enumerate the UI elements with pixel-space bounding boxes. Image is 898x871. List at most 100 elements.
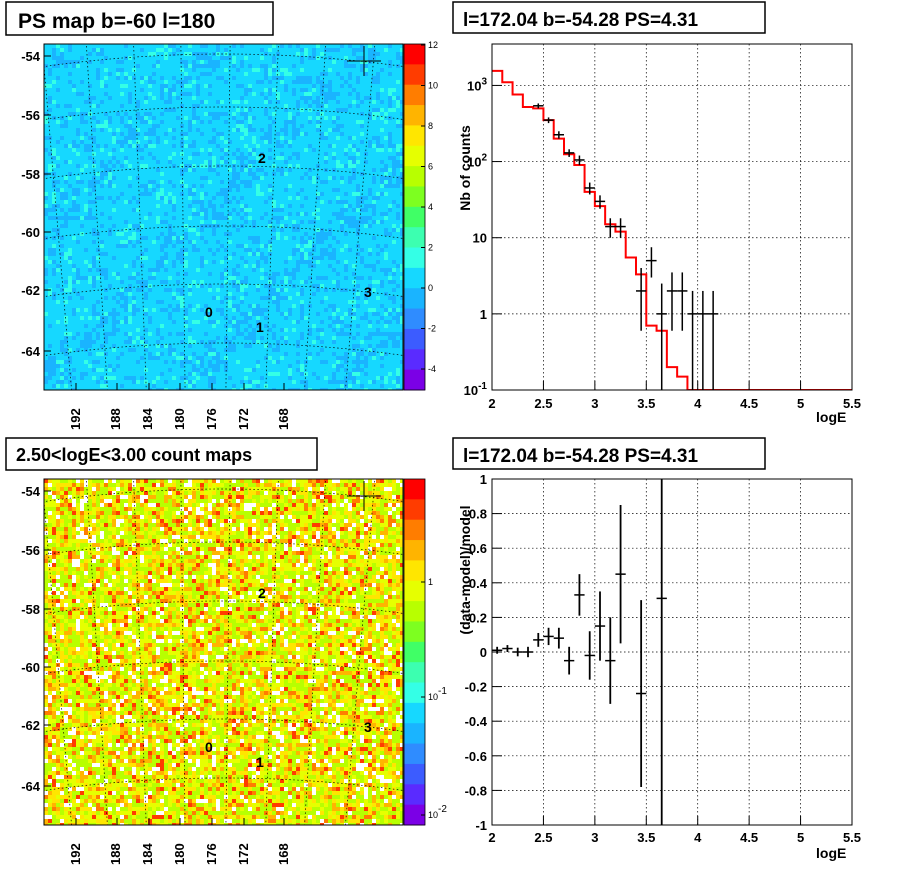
heatmap-cell	[196, 68, 200, 72]
heatmap-cell	[240, 184, 244, 188]
heatmap-cell	[268, 92, 272, 96]
heatmap-cell	[352, 84, 356, 88]
heatmap-cell	[276, 148, 280, 152]
heatmap-cell	[228, 128, 232, 132]
heatmap-cell	[120, 192, 124, 196]
heatmap-cell	[136, 184, 140, 188]
heatmap-cell	[108, 60, 112, 64]
heatmap-cell	[392, 260, 396, 264]
heatmap-cell	[168, 84, 172, 88]
heatmap-cell	[344, 72, 348, 76]
heatmap-cell	[348, 212, 352, 216]
heatmap-cell	[236, 208, 240, 212]
heatmap-cell	[236, 212, 240, 216]
heatmap-cell	[116, 144, 120, 148]
heatmap-cell	[340, 64, 344, 68]
heatmap-cell	[392, 152, 396, 156]
heatmap-cell	[372, 184, 376, 188]
heatmap-cell	[392, 88, 396, 92]
heatmap-cell	[72, 48, 76, 52]
heatmap-cell	[268, 156, 272, 160]
heatmap-cell	[204, 108, 208, 112]
heatmap-cell	[376, 124, 380, 128]
heatmap-cell	[252, 236, 256, 240]
heatmap-cell	[352, 48, 356, 52]
heatmap-cell	[292, 108, 296, 112]
heatmap-cell	[136, 120, 140, 124]
heatmap-cell	[376, 120, 380, 124]
heatmap-cell	[80, 152, 84, 156]
heatmap-cell	[192, 168, 196, 172]
heatmap-cell	[216, 196, 220, 200]
heatmap-cell	[264, 232, 268, 236]
heatmap-cell	[220, 92, 224, 96]
heatmap-cell	[112, 44, 116, 48]
heatmap-cell	[284, 104, 288, 108]
heatmap-cell	[56, 92, 60, 96]
heatmap-cell	[368, 144, 372, 148]
heatmap-cell	[168, 264, 172, 268]
heatmap-cell	[352, 104, 356, 108]
heatmap-cell	[160, 204, 164, 208]
heatmap-cell	[100, 156, 104, 160]
heatmap-cell	[196, 108, 200, 112]
heatmap-cell	[224, 192, 228, 196]
heatmap-cell	[136, 68, 140, 72]
heatmap-cell	[112, 244, 116, 248]
heatmap-cell	[84, 176, 88, 180]
heatmap-cell	[112, 248, 116, 252]
heatmap-cell	[344, 204, 348, 208]
heatmap-cell	[60, 264, 64, 268]
heatmap-cell	[132, 208, 136, 212]
heatmap-cell	[340, 208, 344, 212]
heatmap-cell	[136, 88, 140, 92]
heatmap-cell	[172, 140, 176, 144]
heatmap-cell	[72, 212, 76, 216]
heatmap-cell	[108, 264, 112, 268]
heatmap-cell	[88, 168, 92, 172]
heatmap-cell	[44, 232, 48, 236]
heatmap-cell	[184, 236, 188, 240]
heatmap-cell	[296, 136, 300, 140]
heatmap-cell	[324, 220, 328, 224]
heatmap-cell	[96, 212, 100, 216]
heatmap-cell	[296, 256, 300, 260]
heatmap-cell	[380, 120, 384, 124]
heatmap-cell	[256, 208, 260, 212]
heatmap-cell	[316, 72, 320, 76]
heatmap-cell	[380, 72, 384, 76]
heatmap-cell	[252, 256, 256, 260]
heatmap-cell	[336, 136, 340, 140]
heatmap-cell	[156, 144, 160, 148]
heatmap-cell	[224, 216, 228, 220]
heatmap-cell	[60, 112, 64, 116]
heatmap-cell	[84, 180, 88, 184]
heatmap-cell	[164, 72, 168, 76]
heatmap-cell	[300, 84, 304, 88]
heatmap-cell	[236, 68, 240, 72]
heatmap-cell	[176, 228, 180, 232]
heatmap-cell	[288, 136, 292, 140]
heatmap-cell	[136, 44, 140, 48]
heatmap-cell	[340, 156, 344, 160]
heatmap-cell	[68, 212, 72, 216]
heatmap-cell	[376, 188, 380, 192]
heatmap-cell	[172, 172, 176, 176]
heatmap-cell	[332, 256, 336, 260]
heatmap-cell	[244, 152, 248, 156]
heatmap-cell	[100, 264, 104, 268]
heatmap-cell	[56, 88, 60, 92]
heatmap-cell	[232, 168, 236, 172]
heatmap-cell	[152, 96, 156, 100]
heatmap-cell	[208, 72, 212, 76]
heatmap-cell	[96, 204, 100, 208]
heatmap-cell	[124, 152, 128, 156]
heatmap-cell	[344, 236, 348, 240]
heatmap-cell	[96, 80, 100, 84]
heatmap-cell	[184, 112, 188, 116]
heatmap-cell	[108, 196, 112, 200]
heatmap-cell	[84, 212, 88, 216]
heatmap-cell	[288, 192, 292, 196]
heatmap-cell	[128, 252, 132, 256]
heatmap-cell	[300, 152, 304, 156]
